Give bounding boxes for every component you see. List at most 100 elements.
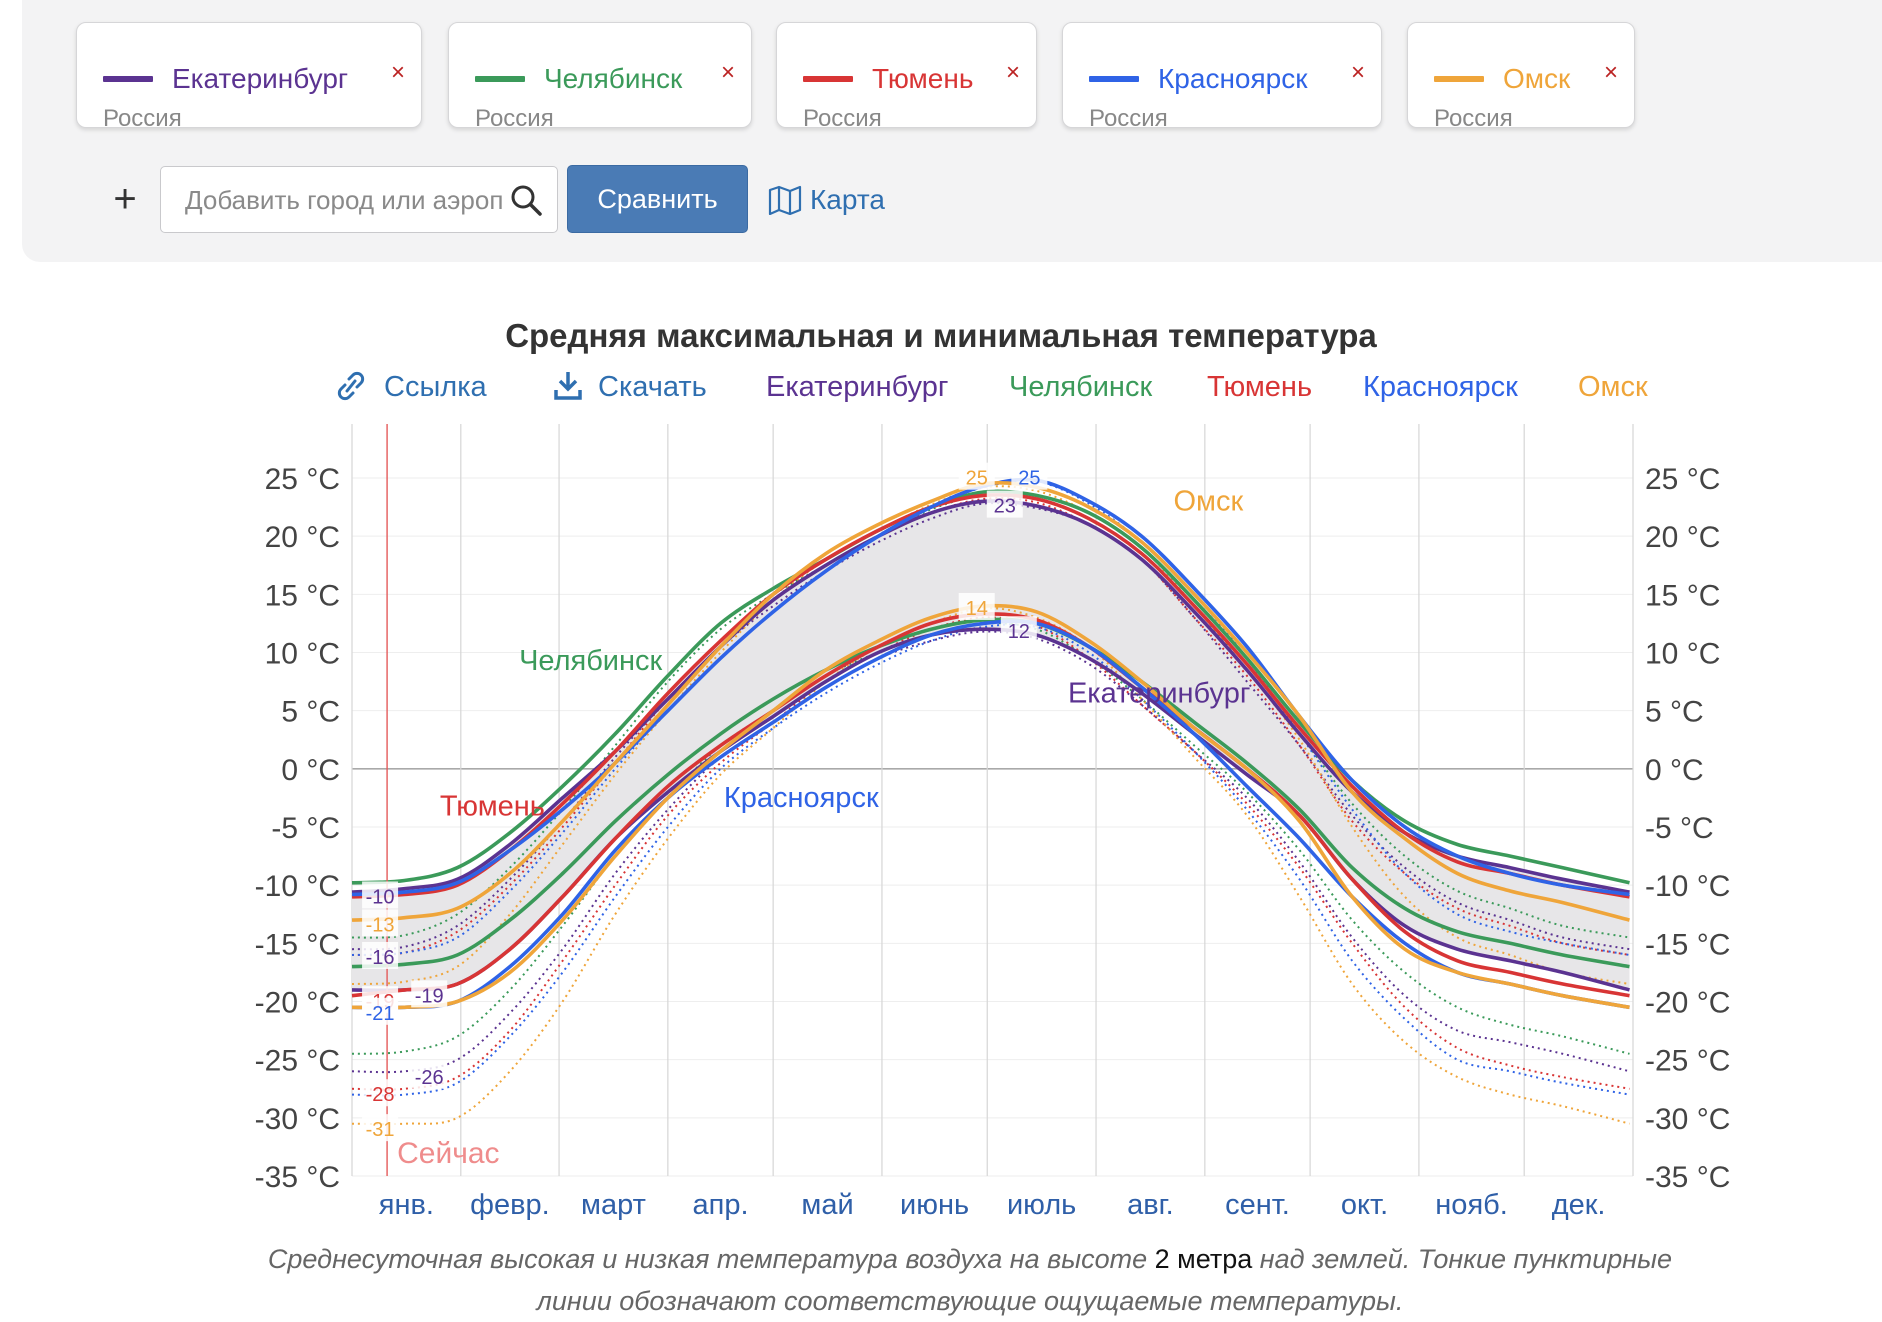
city-country: Россия [803,105,882,132]
map-label: Карта [810,184,885,215]
x-tick-label: авг. [1127,1189,1174,1221]
legend-item[interactable]: Тюмень [1207,371,1313,403]
series-name-label: Омск [1173,486,1243,518]
add-city-plus-icon[interactable]: + [113,177,137,221]
city-card[interactable]: Тюмень Россия × [776,22,1037,132]
data-label-bg [362,941,399,969]
y-tick-label-right: 25 °C [1645,463,1720,496]
remove-city-icon[interactable]: × [1005,59,1020,86]
summer-low-data-label: 14 [966,598,988,620]
city-card[interactable]: Челябинск Россия × [448,22,752,132]
y-tick-label-right: -15 °C [1645,928,1730,961]
y-tick-label-left: -5 °C [271,812,340,845]
data-label-bg [362,1079,399,1107]
winter-feels-low-data-label: -26 [415,1067,444,1089]
legend-item[interactable]: Челябинск [1009,371,1153,403]
x-tick-label: дек. [1552,1189,1606,1221]
city-name: Екатеринбург [172,63,349,94]
series-feels-low-line [351,607,1630,1126]
x-tick-label: июнь [900,1189,969,1221]
data-label-bg [362,1114,399,1142]
chart-caption: Среднесуточная высокая и низкая температ… [260,1238,1680,1322]
chart-title: Средняя максимальная и минимальная темпе… [505,317,1377,354]
city-search-input[interactable] [183,181,505,219]
data-label-bg [362,881,399,909]
winter-feels-low-data-label: -28 [366,1084,395,1106]
winter-high-data-label: -13 [366,914,395,936]
y-tick-label-right: -20 °C [1645,987,1730,1020]
winter-high-data-label: -10 [366,886,395,908]
winter-low-data-label: -21 [366,1003,395,1025]
x-tick-label: июль [1007,1189,1076,1221]
y-tick-label-right: 15 °C [1645,579,1720,612]
city-search-box [160,166,558,233]
city-country: Россия [103,105,182,132]
series-name-label: Екатеринбург [1068,678,1250,710]
y-tick-label-left: 25 °C [265,463,340,496]
y-tick-label-left: -20 °C [255,987,340,1020]
series-feels-high-line [351,485,1630,985]
x-tick-label: февр. [470,1189,550,1221]
x-tick-label: янв. [379,1189,434,1221]
download-label: Скачать [598,371,707,403]
y-tick-label-right: 20 °C [1645,521,1720,554]
y-tick-label-left: -15 °C [255,928,340,961]
legend-item[interactable]: Красноярск [1363,371,1518,403]
legend-item[interactable]: Екатеринбург [766,371,949,403]
series-name-label: Челябинск [519,645,662,677]
data-label-bg [958,592,995,620]
series-high-line [351,493,1630,899]
series-feels-low-line [351,630,1630,1074]
y-tick-label-left: 20 °C [265,521,340,554]
x-tick-label: март [581,1189,646,1221]
winter-low-data-label: -19 [415,985,444,1007]
feels-high-data-label: -16 [366,947,395,969]
city-name: Тюмень [872,63,974,94]
city-color-swatch [103,76,153,82]
data-label-bg [1011,462,1048,490]
map-icon [768,185,802,215]
x-tick-label: нояб. [1435,1189,1508,1221]
series-feels-low-line [351,623,1630,1097]
city-color-swatch [803,76,853,82]
compare-button[interactable]: Сравнить [567,165,748,233]
y-tick-label-left: -25 °C [255,1045,340,1078]
caption-text-end: над землей. Тонкие пунктирные линии обоз… [536,1244,1673,1316]
y-tick-label-right: -35 °C [1645,1161,1730,1194]
city-card[interactable]: Екатеринбург Россия × [76,22,422,132]
city-card[interactable]: Омск Россия × [1407,22,1635,132]
y-tick-label-right: -25 °C [1645,1045,1730,1078]
remove-city-icon[interactable]: × [390,59,405,86]
summer-low-data-label: 12 [1008,621,1030,643]
summer-high-data-label: 25 [966,468,988,490]
remove-city-icon[interactable]: × [1603,59,1618,86]
link-icon [337,371,365,401]
data-label-bg [986,490,1023,518]
y-tick-label-left: -35 °C [255,1161,340,1194]
y-tick-label-right: 10 °C [1645,638,1720,671]
y-tick-label-right: -5 °C [1645,812,1714,845]
caption-highlight: 2 метра [1154,1244,1253,1274]
data-label-bg [362,997,399,1025]
series-feels-high-line [351,479,1630,956]
series-feels-high-line [351,497,1630,957]
city-country: Россия [475,105,554,132]
y-tick-label-left: -30 °C [255,1103,340,1136]
series-feels-low-line [351,622,1630,1055]
data-label-bg [411,1061,448,1089]
x-tick-label: апр. [692,1189,748,1221]
y-tick-label-left: -10 °C [255,870,340,903]
remove-city-icon[interactable]: × [1350,59,1365,86]
summer-high-data-label: 25 [1018,468,1040,490]
series-low-line [351,619,1630,1010]
remove-city-icon[interactable]: × [720,59,735,86]
search-icon[interactable] [509,183,543,217]
y-tick-label-left: 10 °C [265,638,340,671]
y-tick-label-right: -30 °C [1645,1103,1730,1136]
y-tick-label-right: 5 °C [1645,696,1704,729]
legend-item[interactable]: Омск [1578,371,1648,403]
x-tick-label: сент. [1225,1189,1290,1221]
city-country: Россия [1434,105,1513,132]
series-name-label: Тюмень [440,790,545,822]
city-card[interactable]: Красноярск Россия × [1062,22,1382,132]
